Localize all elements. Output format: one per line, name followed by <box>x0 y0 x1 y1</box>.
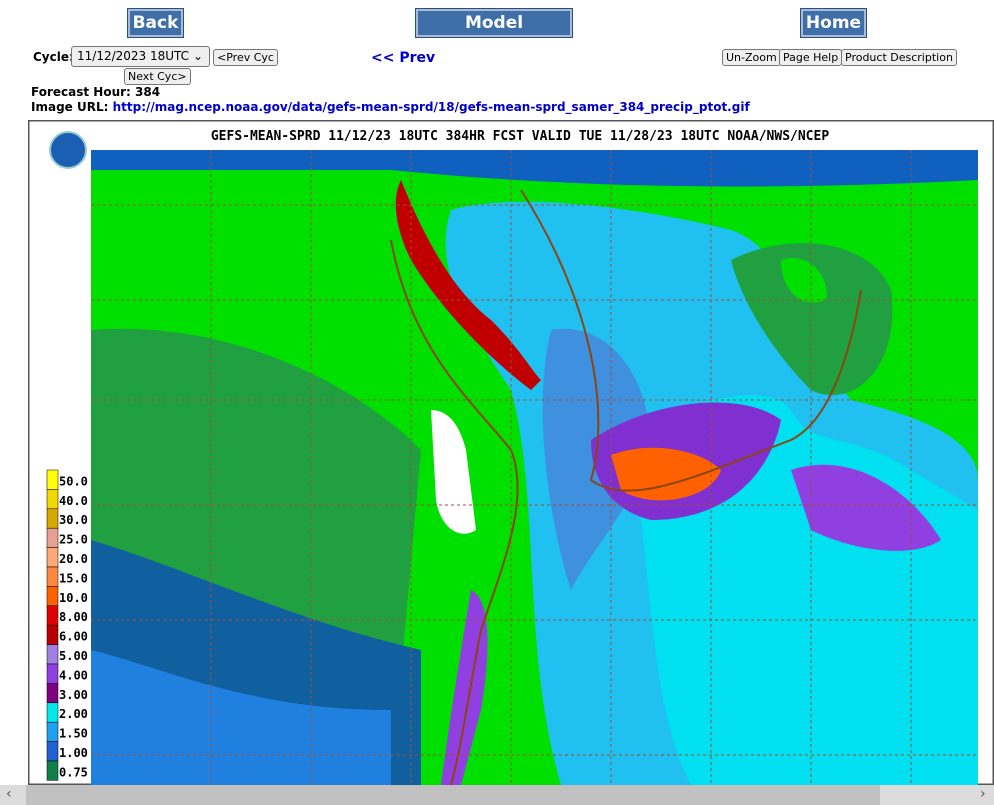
dropdown-arrow: ⌄ <box>192 49 203 63</box>
scroll-left[interactable]: ‹ <box>6 786 12 802</box>
legend: 50.0 40.0 30.0 25.0 20.0 15.0 10.0 8.00 6.00 5.00… <box>46 469 88 781</box>
legend-swatch <box>46 586 59 607</box>
legend-swatch <box>46 605 59 626</box>
forecast-map: GEFS-MEAN-SPRD 11/12/23 18UTC 384HR FCST… <box>28 120 994 785</box>
legend-label: 6.00 <box>59 630 88 644</box>
cycle-select[interactable]: 11/12/2023 18UTC ⌄ <box>71 46 210 67</box>
cycle-selected: 11/12/2023 18UTC <box>77 49 190 63</box>
prev-cycle-button[interactable]: <Prev Cyc <box>213 49 278 66</box>
field-orange <box>611 447 721 501</box>
unzoom-button[interactable]: Un-Zoom <box>722 49 781 66</box>
legend-swatch <box>46 547 59 568</box>
horizontal-scrollbar[interactable]: ‹ › <box>0 785 994 805</box>
legend-swatch <box>46 527 59 548</box>
field-north-band <box>91 150 978 187</box>
home-button[interactable]: Home <box>800 8 867 38</box>
image-url-label: Image URL: <box>31 100 109 114</box>
legend-label: 4.00 <box>59 668 88 682</box>
legend-label: 50.0 <box>59 474 88 488</box>
legend-swatch <box>46 663 59 684</box>
legend-swatch <box>46 644 59 665</box>
legend-swatch <box>46 702 59 723</box>
legend-swatch <box>46 624 59 645</box>
legend-label: 5.00 <box>59 649 88 663</box>
field-purple-east <box>791 464 941 551</box>
legend-swatch <box>46 566 59 587</box>
map-title: GEFS-MEAN-SPRD 11/12/23 18UTC 384HR FCST… <box>211 129 829 144</box>
legend-label: 2.00 <box>59 707 88 721</box>
back-button[interactable]: Back <box>127 8 184 38</box>
next-cycle-button[interactable]: Next Cyc> <box>124 68 191 85</box>
image-url: Image URL: http://mag.ncep.noaa.gov/data… <box>31 100 750 114</box>
prev-link[interactable]: << Prev <box>371 50 436 66</box>
legend-label: 3.00 <box>59 688 88 702</box>
field-purple-chile <box>441 590 488 785</box>
field-dark-green-ne <box>731 243 893 396</box>
forecast-hour-label: Forecast Hour: <box>31 85 131 99</box>
legend-label: 25.0 <box>59 533 88 547</box>
field-andes-red <box>395 180 541 390</box>
legend-label: 20.0 <box>59 552 88 566</box>
legend-swatch <box>46 508 59 529</box>
legend-label: 15.0 <box>59 571 88 585</box>
legend-label: 1.00 <box>59 746 88 760</box>
legend-label: 8.00 <box>59 610 88 624</box>
legend-swatch <box>46 721 59 742</box>
legend-label: 0.75 <box>59 765 88 779</box>
field-green-ne <box>781 258 827 303</box>
forecast-hour-value: 384 <box>135 85 161 99</box>
legend-label: 1.50 <box>59 727 88 741</box>
legend-label: 30.0 <box>59 513 88 527</box>
legend-swatch <box>46 469 59 490</box>
lat-lon-grid <box>91 150 978 785</box>
cycle-label: Cycle: <box>33 50 74 64</box>
legend-swatch <box>46 489 59 510</box>
map-plot <box>91 150 978 785</box>
field-blue-sw2 <box>91 650 391 785</box>
forecast-hour: Forecast Hour: 384 <box>31 85 160 99</box>
noaa-logo <box>49 131 87 169</box>
border-line <box>520 189 862 492</box>
scroll-right[interactable]: › <box>980 786 986 802</box>
legend-swatch <box>46 683 59 704</box>
page-help-button[interactable]: Page Help <box>779 49 843 66</box>
coastline <box>390 239 519 785</box>
legend-swatch <box>46 760 59 781</box>
legend-label: 40.0 <box>59 494 88 508</box>
image-url-link[interactable]: http://mag.ncep.noaa.gov/data/gefs-mean-… <box>112 100 750 114</box>
legend-label: 10.0 <box>59 591 88 605</box>
scroll-thumb[interactable] <box>26 785 880 805</box>
model-guidance-button[interactable]: Model Guidance <box>415 8 573 57</box>
product-description-button[interactable]: Product Description <box>841 49 957 66</box>
field-white-atacama <box>431 410 476 534</box>
legend-swatch <box>46 741 59 762</box>
